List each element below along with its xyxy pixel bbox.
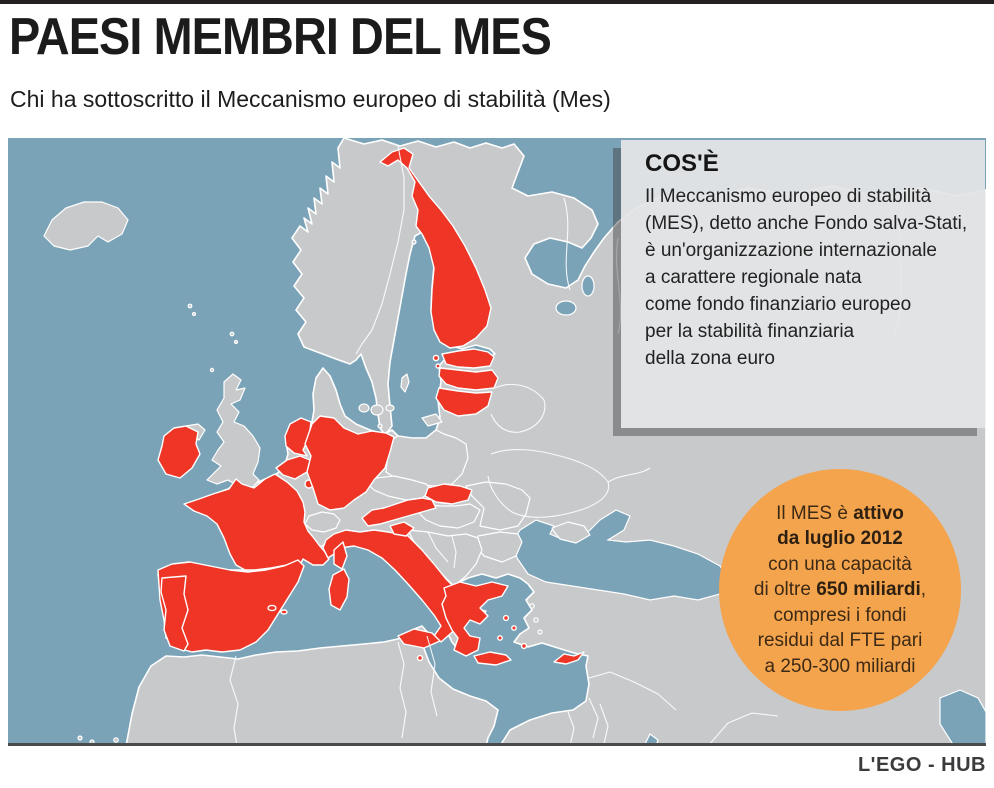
map-greek-island <box>511 625 517 631</box>
map-island-canary <box>113 737 119 743</box>
map-country-greece <box>441 581 509 657</box>
map-border-belarus <box>490 383 546 433</box>
map-island-aland <box>411 239 417 245</box>
map-black-sea <box>512 509 731 601</box>
map-border-norway-sweden <box>355 145 405 355</box>
map-country-cyprus <box>553 651 585 665</box>
map-river-russia <box>563 197 571 291</box>
top-rule <box>0 0 994 4</box>
map-country-slovakia <box>424 483 473 505</box>
map-country-france <box>183 473 330 571</box>
map-country-slovenia <box>389 521 415 537</box>
callout-circle: Il MES è attivo da luglio 2012 con una cap… <box>719 469 961 711</box>
map-border-tunisia-libya <box>426 635 438 717</box>
map-country-germany <box>304 415 395 511</box>
map-border-algeria-tunisia <box>397 641 407 739</box>
map-country-malta <box>416 654 424 662</box>
map-border-arabia <box>709 712 779 743</box>
map-greek-island <box>502 614 510 622</box>
map-danish-island <box>385 404 395 412</box>
page-subtitle: Chi ha sottoscritto il Meccanismo europe… <box>10 86 611 112</box>
map-lake-ladoga <box>555 300 577 316</box>
infobox-body: Il Meccanismo europeo di stabilità (MES),… <box>645 186 968 369</box>
credit-label: L'EGO - HUB <box>857 754 986 776</box>
map-island-shetland <box>233 339 239 345</box>
map-country-finland <box>379 147 492 349</box>
map-island-gotland <box>400 373 410 393</box>
map-border-jordan <box>599 703 609 743</box>
map-north-africa <box>125 625 499 743</box>
map-aegean-island <box>537 629 543 635</box>
map-island-bornholm <box>377 423 383 429</box>
map-greek-island <box>497 635 503 641</box>
map-country-austria <box>361 497 437 527</box>
map-country-ireland <box>157 425 201 479</box>
map-country-romania <box>465 481 531 531</box>
map-border-balkans-internal <box>427 531 449 563</box>
map-country-switzerland <box>304 511 341 533</box>
map-estonian-island <box>432 354 440 362</box>
map-country-estonia <box>441 348 495 369</box>
map-river-russia <box>615 237 622 335</box>
map-country-iceland <box>43 201 129 251</box>
infobox-title: COS'È <box>645 150 719 177</box>
callout-text: Il MES è attivo da luglio 2012 con una cap… <box>753 502 927 677</box>
map-red-sea <box>644 733 659 743</box>
map-island-shetland <box>229 331 235 337</box>
map-country-latvia <box>438 367 499 391</box>
map-lake-onega <box>581 275 595 297</box>
map-border-ukraine <box>487 449 610 518</box>
map-island-menorca <box>280 609 288 615</box>
map-border-balkans-internal <box>451 535 457 569</box>
map-country-poland <box>385 429 469 487</box>
map-border-syria-iraq <box>588 671 677 711</box>
map-aegean-island <box>529 603 535 609</box>
map-island-canary <box>77 735 83 741</box>
map-country-lithuania <box>435 387 493 417</box>
map-island-canary <box>89 739 95 743</box>
map-island-corsica <box>333 541 348 570</box>
map-border-russia-ukraine <box>607 467 651 483</box>
map-island-crete <box>473 651 512 666</box>
europe-map: COS'È Il Meccanismo europeo di stabilità… <box>8 138 986 746</box>
map-island-faroe <box>187 303 193 309</box>
map-region-kaliningrad <box>421 413 443 427</box>
map-island-mallorca <box>267 604 277 612</box>
map-island-rhodes <box>520 642 528 650</box>
map-country-hungary <box>417 503 481 529</box>
map-island-faroe <box>191 311 197 317</box>
page-title: PAESI MEMBRI DEL MES <box>9 8 552 66</box>
map-border-libya-egypt <box>567 711 575 743</box>
map-country-portugal <box>160 575 189 652</box>
map-island-hebrides <box>209 367 215 373</box>
map-country-uk <box>206 373 261 489</box>
map-estonian-island <box>435 363 441 369</box>
infobox: COS'È Il Meccanismo europeo di stabilità… <box>621 140 985 428</box>
map-island-sardinia <box>328 568 350 611</box>
map-danish-island-zealand <box>370 404 384 416</box>
map-border-morocco-algeria <box>229 655 239 743</box>
map-aegean-island <box>533 617 539 623</box>
map-border-israel <box>588 697 599 739</box>
map-caspian-sea <box>939 689 986 743</box>
map-region-crimea <box>551 521 591 544</box>
map-danish-island-funen <box>358 403 370 413</box>
